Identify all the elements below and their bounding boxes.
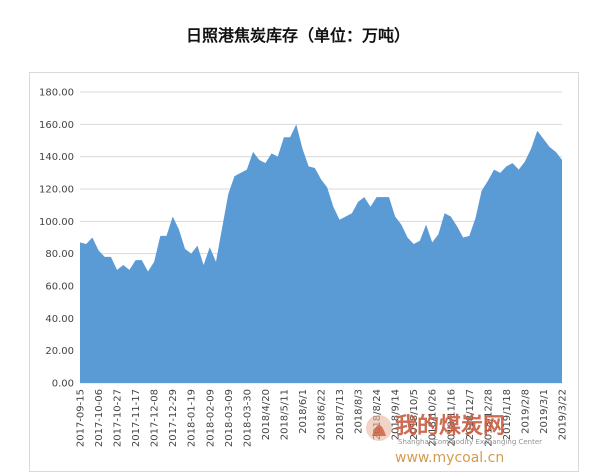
- x-tick-label: 2019/3/1: [539, 389, 550, 434]
- watermark-url: www.mycoal.cn: [395, 450, 504, 466]
- watermark-cn: 我的煤炭网: [395, 413, 505, 439]
- x-tick-label: 2018/7/13: [335, 389, 346, 440]
- watermark-logo-icon: [366, 415, 392, 441]
- y-tick-label: 80.00: [45, 249, 74, 260]
- x-tick-label: 2017-12-29: [168, 389, 179, 447]
- x-tick-label: 2017-10-06: [94, 389, 105, 447]
- y-tick-label: 20.00: [45, 346, 74, 357]
- y-tick-label: 40.00: [45, 314, 74, 325]
- x-tick-label: 2018/6/22: [317, 389, 328, 440]
- y-tick-label: 60.00: [45, 282, 74, 293]
- x-tick-label: 2018/8/24: [372, 389, 383, 440]
- y-tick-label: 0.00: [52, 379, 74, 390]
- x-tick-label: 2019/1/18: [502, 389, 513, 440]
- x-tick-label: 2017-09-15: [76, 389, 87, 447]
- watermark-en: Shanghai Commodity Exchanging Center: [398, 438, 542, 446]
- x-tick-label: 2018/4/20: [261, 389, 272, 440]
- x-tick-label: 2019/2/8: [520, 389, 531, 434]
- x-tick-label: 2018/12/28: [483, 389, 494, 447]
- x-tick-label: 2018-01-19: [187, 389, 198, 447]
- x-tick-label: 2018/6/1: [298, 389, 309, 434]
- y-tick-label: 160.00: [39, 120, 74, 131]
- x-tick-label: 2018/11/16: [446, 389, 457, 447]
- chart-title: 日照港焦炭库存（单位：万吨）: [185, 26, 410, 45]
- x-tick-label: 2018-03-09: [224, 389, 235, 447]
- y-tick-label: 180.00: [39, 88, 74, 99]
- x-tick-label: 2019/3/22: [558, 389, 569, 440]
- x-tick-label: 2017-11-17: [131, 389, 142, 447]
- y-tick-label: 120.00: [39, 185, 74, 196]
- x-tick-label: 2018/10/5: [409, 389, 420, 440]
- x-tick-label: 2018-02-09: [205, 389, 216, 447]
- x-tick-label: 2017-10-27: [113, 389, 124, 447]
- series-area: [80, 124, 562, 383]
- x-tick-label: 2018/10/26: [428, 389, 439, 447]
- x-tick-label: 2018/9/14: [391, 389, 402, 440]
- y-tick-label: 100.00: [39, 217, 74, 228]
- x-tick-label: 2018/12/7: [465, 389, 476, 440]
- y-tick-label: 140.00: [39, 152, 74, 163]
- x-tick-label: 2018-03-30: [242, 389, 253, 447]
- x-tick-label: 2018/8/3: [354, 389, 365, 434]
- x-tick-label: 2017-12-08: [150, 389, 161, 447]
- x-tick-label: 2018/5/11: [279, 389, 290, 440]
- watermark: 我的煤炭网 Shanghai Commodity Exchanging Cent…: [366, 413, 542, 466]
